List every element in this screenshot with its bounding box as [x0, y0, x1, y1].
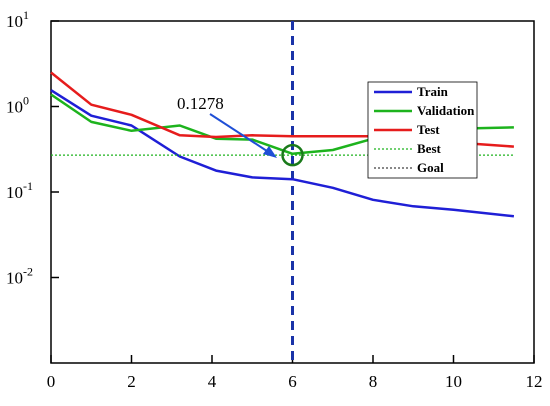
legend-label-validation: Validation: [417, 103, 475, 118]
legend: Train Validation Test Best Goal: [367, 81, 478, 179]
legend-label-train: Train: [417, 84, 449, 99]
best-marker-circle: [281, 143, 304, 167]
annotation-arrow: [209, 113, 271, 154]
y-tick-label: 10-2: [6, 265, 33, 288]
x-tick-label: 12: [526, 372, 543, 391]
x-tick-label: 10: [445, 372, 462, 391]
best-marker-layer: [281, 143, 304, 167]
annotation-label: 0.1278: [177, 94, 224, 113]
annotation: 0.1278: [177, 94, 277, 158]
annotation-arrowhead: [263, 146, 277, 158]
axis-ticks: 0 2 4 6 8 10 12 101 100 10-1 10-2: [6, 8, 543, 391]
x-tick-label: 6: [288, 372, 297, 391]
series-line-train: [50, 89, 515, 218]
x-tick-label: 2: [127, 372, 136, 391]
y-tick-label: 10-1: [6, 179, 33, 202]
legend-label-best: Best: [417, 141, 442, 156]
x-tick-label: 4: [208, 372, 217, 391]
y-tick-label: 101: [6, 8, 29, 31]
legend-label-goal: Goal: [417, 160, 444, 175]
x-tick-label: 0: [47, 372, 56, 391]
y-tick-label: 100: [6, 94, 29, 117]
legend-label-test: Test: [417, 122, 440, 137]
x-tick-label: 8: [369, 372, 378, 391]
